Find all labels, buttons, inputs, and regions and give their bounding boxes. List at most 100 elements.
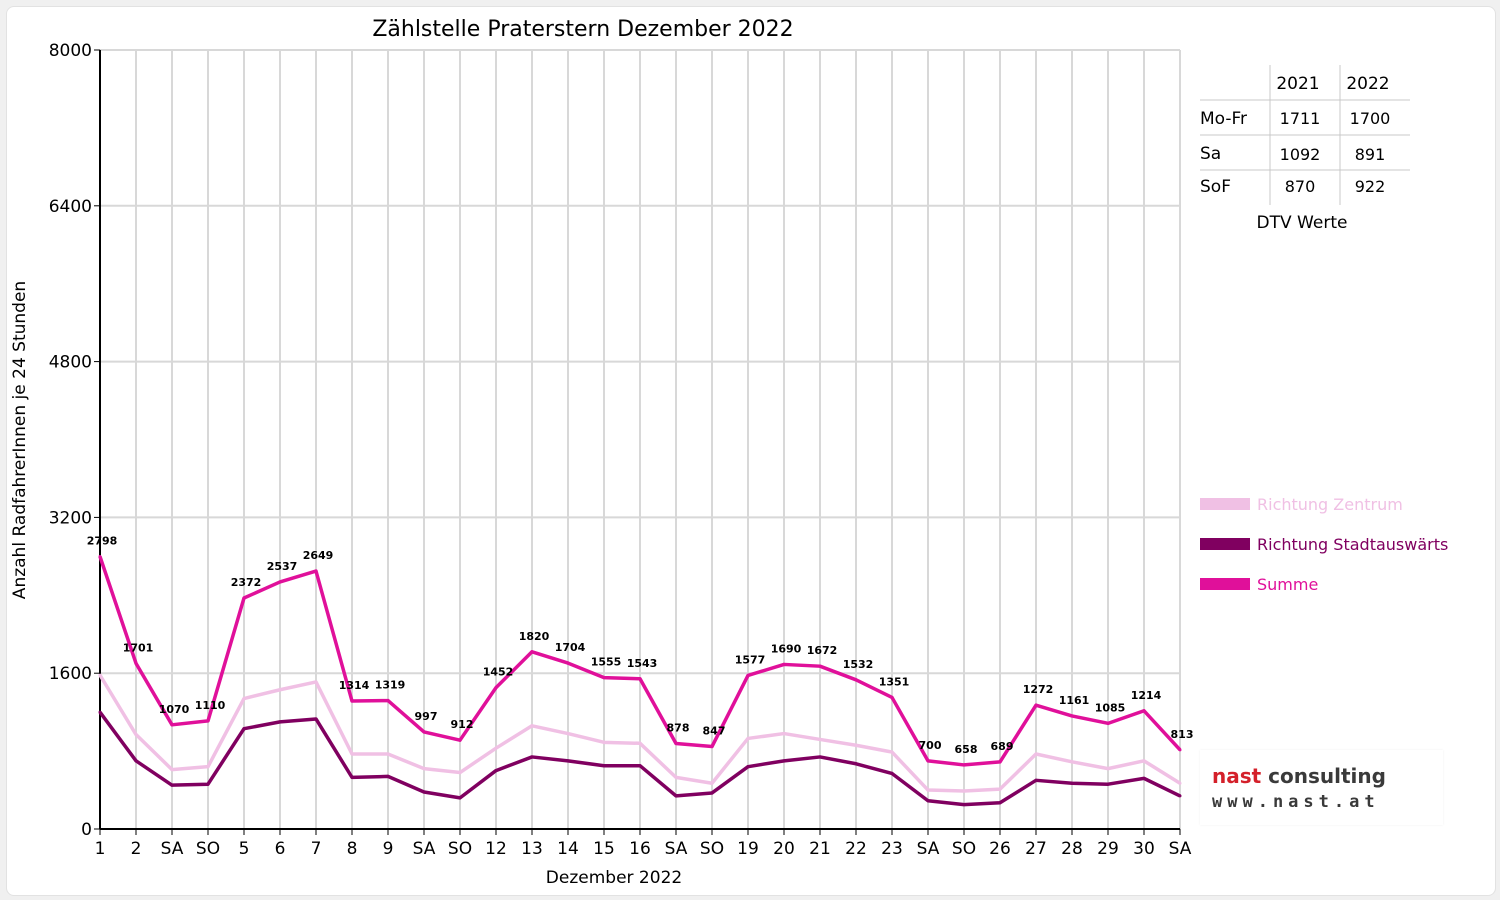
x-tick-label: SO <box>448 839 472 859</box>
data-label: 1672 <box>807 644 838 657</box>
series-point-1 <box>1106 782 1110 786</box>
series-point-0 <box>1070 760 1074 764</box>
series-point-1 <box>890 771 894 775</box>
dtv-cell: 922 <box>1355 177 1386 196</box>
x-tick-label: 27 <box>1025 839 1047 859</box>
chart-title: Zählstelle Praterstern Dezember 2022 <box>372 17 793 42</box>
x-tick-label: SA <box>161 839 184 859</box>
x-tick-label: 26 <box>989 839 1011 859</box>
series-point-1 <box>926 799 930 803</box>
series-point-0 <box>1142 759 1146 763</box>
data-label: 2537 <box>267 560 298 573</box>
series-point-2 <box>998 760 1002 764</box>
x-tick-label: 6 <box>275 839 286 859</box>
series-point-2 <box>242 596 246 600</box>
series-point-1 <box>638 764 642 768</box>
y-tick-label: 8000 <box>49 41 92 61</box>
series-point-1 <box>494 769 498 773</box>
data-label: 997 <box>415 710 438 723</box>
series-point-2 <box>206 719 210 723</box>
series-point-0 <box>1034 752 1038 756</box>
y-tick-label: 6400 <box>49 197 92 217</box>
series-point-1 <box>854 762 858 766</box>
series-point-0 <box>890 750 894 754</box>
series-point-2 <box>710 745 714 749</box>
x-tick-label: 28 <box>1061 839 1083 859</box>
series-point-1 <box>602 764 606 768</box>
data-label: 1314 <box>339 679 370 692</box>
series-point-0 <box>1106 767 1110 771</box>
x-tick-label: 13 <box>521 839 543 859</box>
dtv-cell: 870 <box>1285 177 1316 196</box>
series-point-0 <box>674 775 678 779</box>
x-tick-label: 23 <box>881 839 903 859</box>
series-point-2 <box>1106 721 1110 725</box>
series-point-1 <box>458 796 462 800</box>
series-point-1 <box>98 710 102 714</box>
series-point-0 <box>494 746 498 750</box>
series-point-2 <box>602 676 606 680</box>
x-tick-label: 19 <box>737 839 759 859</box>
legend-swatch-zentrum <box>1200 498 1250 510</box>
data-label: 689 <box>991 740 1014 753</box>
series-point-2 <box>458 738 462 742</box>
series-point-0 <box>170 768 174 772</box>
series-point-0 <box>134 733 138 737</box>
dtv-cell: 1700 <box>1350 109 1391 128</box>
logo-brand: nast consulting <box>1212 764 1386 788</box>
data-label: 2798 <box>87 535 118 548</box>
series-point-0 <box>782 732 786 736</box>
logo-url: www.nast.at <box>1212 792 1380 812</box>
data-label: 1543 <box>627 657 658 670</box>
series-point-2 <box>1070 714 1074 718</box>
legend-label-zentrum: Richtung Zentrum <box>1257 495 1403 514</box>
series-point-2 <box>134 661 138 665</box>
x-tick-label: SO <box>700 839 724 859</box>
data-label: 1110 <box>195 699 226 712</box>
dtv-header-2021: 2021 <box>1276 74 1319 94</box>
x-tick-label: SA <box>665 839 688 859</box>
data-label: 1161 <box>1059 694 1090 707</box>
x-tick-label: 7 <box>311 839 322 859</box>
series-point-2 <box>782 662 786 666</box>
series-point-0 <box>602 740 606 744</box>
series-point-2 <box>422 730 426 734</box>
series-point-1 <box>530 755 534 759</box>
series-point-1 <box>566 759 570 763</box>
series-point-0 <box>638 741 642 745</box>
series-point-1 <box>674 794 678 798</box>
x-tick-label: 16 <box>629 839 651 859</box>
series-point-0 <box>530 724 534 728</box>
series-point-0 <box>854 743 858 747</box>
data-label: 1704 <box>555 641 586 654</box>
data-label: 878 <box>667 722 690 735</box>
data-label: 1690 <box>771 642 802 655</box>
series-point-2 <box>170 723 174 727</box>
x-tick-label: 5 <box>239 839 250 859</box>
series-point-0 <box>998 787 1002 791</box>
chart-frame <box>6 6 1496 896</box>
series-point-2 <box>278 580 282 584</box>
x-tick-label: SO <box>196 839 220 859</box>
y-tick-label: 1600 <box>49 664 92 684</box>
legend-swatch-summe <box>1200 578 1250 590</box>
series-point-2 <box>386 699 390 703</box>
series-point-0 <box>278 688 282 692</box>
data-label: 1085 <box>1095 701 1126 714</box>
logo-brand-part2: consulting <box>1261 764 1386 788</box>
series-point-0 <box>386 752 390 756</box>
data-label: 1555 <box>591 656 622 669</box>
x-tick-label: SA <box>413 839 436 859</box>
x-tick-label: 1 <box>95 839 106 859</box>
series-point-1 <box>314 717 318 721</box>
dtv-row-label: SoF <box>1200 177 1231 197</box>
series-point-0 <box>962 789 966 793</box>
dtv-cell: 1711 <box>1280 109 1321 128</box>
legend-label-summe: Summe <box>1257 575 1318 594</box>
series-point-2 <box>890 695 894 699</box>
series-point-0 <box>422 767 426 771</box>
data-label: 1214 <box>1131 689 1162 702</box>
series-point-2 <box>926 759 930 763</box>
data-label: 1452 <box>483 666 514 679</box>
